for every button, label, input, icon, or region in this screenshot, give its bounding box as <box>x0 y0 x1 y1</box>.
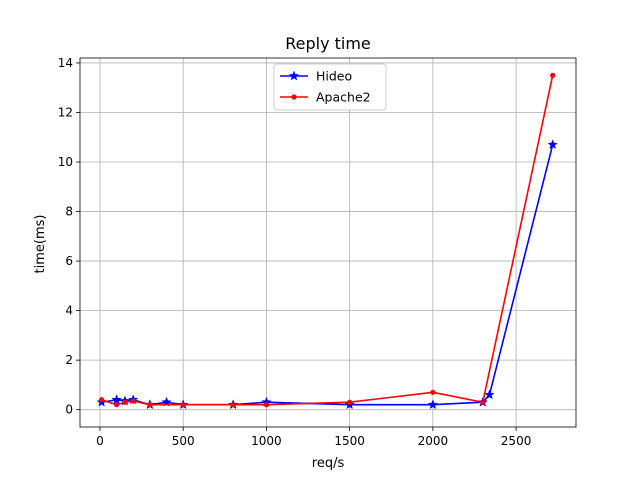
series-apache2 <box>99 72 556 408</box>
y-tick-label: 0 <box>65 403 73 417</box>
data-point-hideo <box>111 394 122 405</box>
legend-marker-apache2 <box>291 94 297 100</box>
data-point-apache2 <box>99 397 105 403</box>
data-point-apache2 <box>147 402 153 408</box>
y-tick-label: 6 <box>65 254 73 268</box>
y-tick-label: 14 <box>58 56 73 70</box>
data-point-hideo <box>484 389 495 400</box>
legend: Hideo Apache2 <box>273 63 387 111</box>
chart-title: Reply time <box>285 34 371 53</box>
data-point-apache2 <box>130 398 136 404</box>
data-point-apache2 <box>122 399 128 405</box>
data-point-apache2 <box>480 399 486 405</box>
legend-label-apache2: Apache2 <box>316 90 371 105</box>
y-axis-label: time(ms) <box>33 215 48 274</box>
legend-item-apache2: Apache2 <box>280 90 371 105</box>
y-tick-label: 4 <box>65 304 73 318</box>
x-tick-label: 0 <box>96 434 104 448</box>
x-tick-label: 2000 <box>418 434 449 448</box>
y-tick-label: 10 <box>58 155 73 169</box>
y-tick-label: 8 <box>65 205 73 219</box>
data-point-apache2 <box>180 402 186 408</box>
x-axis-label: req/s <box>312 456 345 471</box>
x-tick-label: 1500 <box>334 434 365 448</box>
data-point-apache2 <box>550 72 556 78</box>
data-point-apache2 <box>263 402 270 408</box>
series-layer <box>96 72 558 410</box>
x-tick-label: 1000 <box>251 434 282 448</box>
axes-frame <box>79 57 577 428</box>
x-tick-label: 2500 <box>501 434 532 448</box>
data-point-apache2 <box>347 399 353 405</box>
legend-item-hideo: Hideo <box>280 69 352 84</box>
x-tick-label: 500 <box>172 434 195 448</box>
data-point-apache2 <box>230 402 236 408</box>
ticks: 0 500 1000 1500 2000 2500 0 2 4 6 8 10 12 14 <box>58 56 532 448</box>
data-point-apache2 <box>430 389 436 395</box>
legend-label-hideo: Hideo <box>316 69 352 84</box>
data-point-hideo <box>427 399 439 410</box>
data-point-apache2 <box>114 402 120 408</box>
data-point-hideo <box>547 139 558 150</box>
legend-marker-hideo <box>288 70 300 81</box>
y-tick-label: 2 <box>65 353 73 367</box>
grid <box>80 58 576 427</box>
y-tick-label: 12 <box>58 105 73 119</box>
